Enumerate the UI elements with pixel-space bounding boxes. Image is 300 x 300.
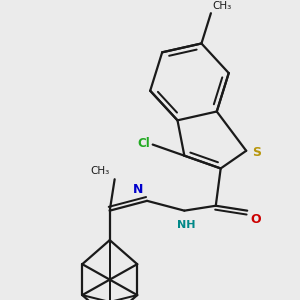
Text: S: S [252, 146, 261, 159]
Text: N: N [133, 183, 143, 196]
Text: CH₃: CH₃ [213, 1, 232, 11]
Text: NH: NH [177, 220, 196, 230]
Text: Cl: Cl [137, 137, 150, 150]
Text: CH₃: CH₃ [91, 166, 110, 176]
Text: O: O [250, 213, 261, 226]
